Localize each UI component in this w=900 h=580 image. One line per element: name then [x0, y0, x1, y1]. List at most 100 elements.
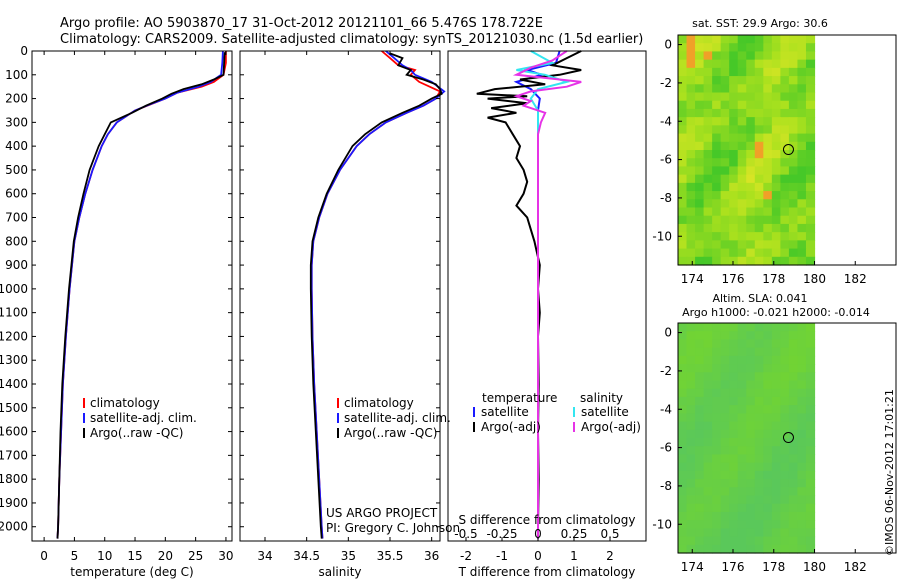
- map-cell: [729, 413, 739, 423]
- map-cell: [797, 323, 807, 332]
- map-cell: [805, 215, 816, 225]
- map-cell: [763, 51, 773, 61]
- map-cell: [720, 495, 730, 505]
- map-cell: [797, 528, 807, 538]
- map-cell: [771, 100, 781, 110]
- map-cell: [788, 536, 799, 546]
- map-cell: [737, 35, 747, 44]
- map-cell: [780, 150, 790, 159]
- map-cell: [712, 150, 722, 159]
- map-cell: [686, 347, 696, 357]
- map-cell: [780, 380, 790, 390]
- map-cell: [720, 232, 730, 241]
- map-cell: [729, 438, 739, 447]
- map-cell: [771, 76, 781, 85]
- map-cell: [780, 339, 790, 349]
- map-cell: [703, 158, 713, 168]
- map-cell: [712, 495, 722, 505]
- map-cell: [780, 35, 790, 44]
- map-cell: [695, 520, 705, 529]
- map-cell: [746, 446, 756, 456]
- map-cell: [686, 207, 696, 217]
- map-cell: [737, 470, 747, 480]
- map-cell: [729, 380, 739, 390]
- map-cell: [720, 158, 730, 168]
- map-cell: [780, 544, 790, 554]
- map-cell: [771, 438, 781, 447]
- map-cell: [678, 388, 688, 398]
- map-cell: [788, 520, 799, 529]
- map-cell: [780, 232, 790, 241]
- map-cell: [678, 446, 688, 456]
- map-cell: [737, 51, 747, 61]
- x-tick-label: 36: [424, 549, 439, 563]
- map-cell: [780, 421, 790, 431]
- map-cell: [754, 125, 764, 135]
- map-cell: [720, 380, 730, 390]
- map-cell: [720, 396, 730, 406]
- map-cell: [771, 92, 781, 102]
- map-cell: [788, 174, 799, 184]
- map-cell: [771, 59, 781, 69]
- series-salinity-satellite: [516, 50, 571, 539]
- map-cell: [737, 248, 747, 258]
- difference-panel: -2 -1 0 1 2 -0.5 -0.25 0 0.25 0.5 S difference fr…: [447, 50, 647, 579]
- map-cell: [788, 479, 799, 488]
- map-cell: [805, 108, 816, 118]
- map-cell: [771, 339, 781, 349]
- x-tick-label: 25: [188, 549, 203, 563]
- map-cell: [763, 76, 773, 85]
- map-cell: [771, 207, 781, 217]
- map-cell: [695, 364, 705, 373]
- map-cell: [797, 429, 807, 439]
- map-cell: [763, 355, 773, 365]
- map-cell: [737, 215, 747, 225]
- map-cell: [703, 536, 713, 546]
- map-cell: [729, 182, 739, 192]
- map-cell: [686, 133, 696, 143]
- map-cell: [788, 108, 799, 118]
- map-cell: [712, 248, 722, 258]
- map-cell: [805, 158, 816, 168]
- map-cell: [797, 479, 807, 488]
- map-cell: [712, 503, 722, 513]
- map-cell: [771, 182, 781, 192]
- map-cell: [746, 207, 756, 217]
- map-cell: [737, 536, 747, 546]
- map-cell: [788, 372, 799, 382]
- map-cell: [754, 479, 764, 488]
- map-cell: [771, 413, 781, 423]
- map-cell: [712, 207, 722, 217]
- map-cell: [797, 141, 807, 151]
- map-cell: [805, 396, 816, 406]
- map-cell: [686, 520, 696, 529]
- map-cell: [746, 158, 756, 168]
- x-tick-label: 10: [97, 549, 112, 563]
- map-cell: [797, 470, 807, 480]
- sla-map-panel: Altim. SLA: 0.041 Argo h1000: -0.021 h20…: [652, 292, 897, 574]
- map-cell: [754, 256, 764, 266]
- map-cell: [729, 331, 739, 341]
- map-cell: [746, 396, 756, 406]
- map-cell: [805, 372, 816, 382]
- depth-tick-label: 1400: [0, 377, 28, 391]
- map-cell: [771, 125, 781, 135]
- map-cell: [788, 339, 799, 349]
- depth-tick-label: 1800: [0, 472, 28, 486]
- map-cell: [703, 141, 713, 151]
- map-cell: [712, 438, 722, 447]
- map-cell: [678, 511, 688, 521]
- map-cell: [737, 125, 747, 135]
- map-cell: [788, 125, 799, 135]
- map-cell: [797, 215, 807, 225]
- map-cell: [737, 240, 747, 250]
- map-cell: [712, 511, 722, 521]
- map-cell: [678, 323, 688, 332]
- map-cell: [712, 158, 722, 168]
- map-cell: [746, 520, 756, 529]
- x-tick-label: 34.5: [293, 549, 320, 563]
- map-cell: [729, 544, 739, 554]
- map-cell: [737, 191, 747, 200]
- map-cell: [754, 528, 764, 538]
- depth-tick-label: 100: [5, 68, 28, 82]
